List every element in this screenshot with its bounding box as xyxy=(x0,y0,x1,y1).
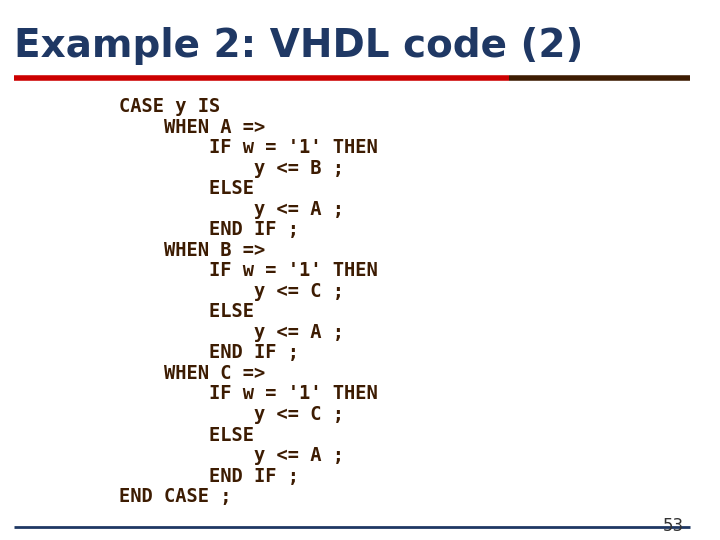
Text: ELSE: ELSE xyxy=(119,426,253,444)
Text: y <= A ;: y <= A ; xyxy=(119,446,343,465)
Text: 53: 53 xyxy=(662,517,683,535)
Text: CASE y IS: CASE y IS xyxy=(119,97,220,116)
Text: y <= A ;: y <= A ; xyxy=(119,200,343,219)
Text: WHEN A =>: WHEN A => xyxy=(119,118,265,137)
Text: IF w = '1' THEN: IF w = '1' THEN xyxy=(119,138,377,157)
Text: Example 2: VHDL code (2): Example 2: VHDL code (2) xyxy=(14,27,583,65)
Text: END IF ;: END IF ; xyxy=(119,220,299,239)
Text: y <= A ;: y <= A ; xyxy=(119,323,343,342)
Text: END CASE ;: END CASE ; xyxy=(119,487,231,506)
Text: ELSE: ELSE xyxy=(119,179,253,198)
Text: END IF ;: END IF ; xyxy=(119,343,299,362)
Text: IF w = '1' THEN: IF w = '1' THEN xyxy=(119,261,377,280)
Text: y <= C ;: y <= C ; xyxy=(119,405,343,424)
Text: ELSE: ELSE xyxy=(119,302,253,321)
Text: WHEN C =>: WHEN C => xyxy=(119,364,265,383)
Text: IF w = '1' THEN: IF w = '1' THEN xyxy=(119,384,377,403)
Text: WHEN B =>: WHEN B => xyxy=(119,241,265,260)
Text: END IF ;: END IF ; xyxy=(119,467,299,485)
Text: y <= C ;: y <= C ; xyxy=(119,282,343,301)
Text: y <= B ;: y <= B ; xyxy=(119,159,343,178)
